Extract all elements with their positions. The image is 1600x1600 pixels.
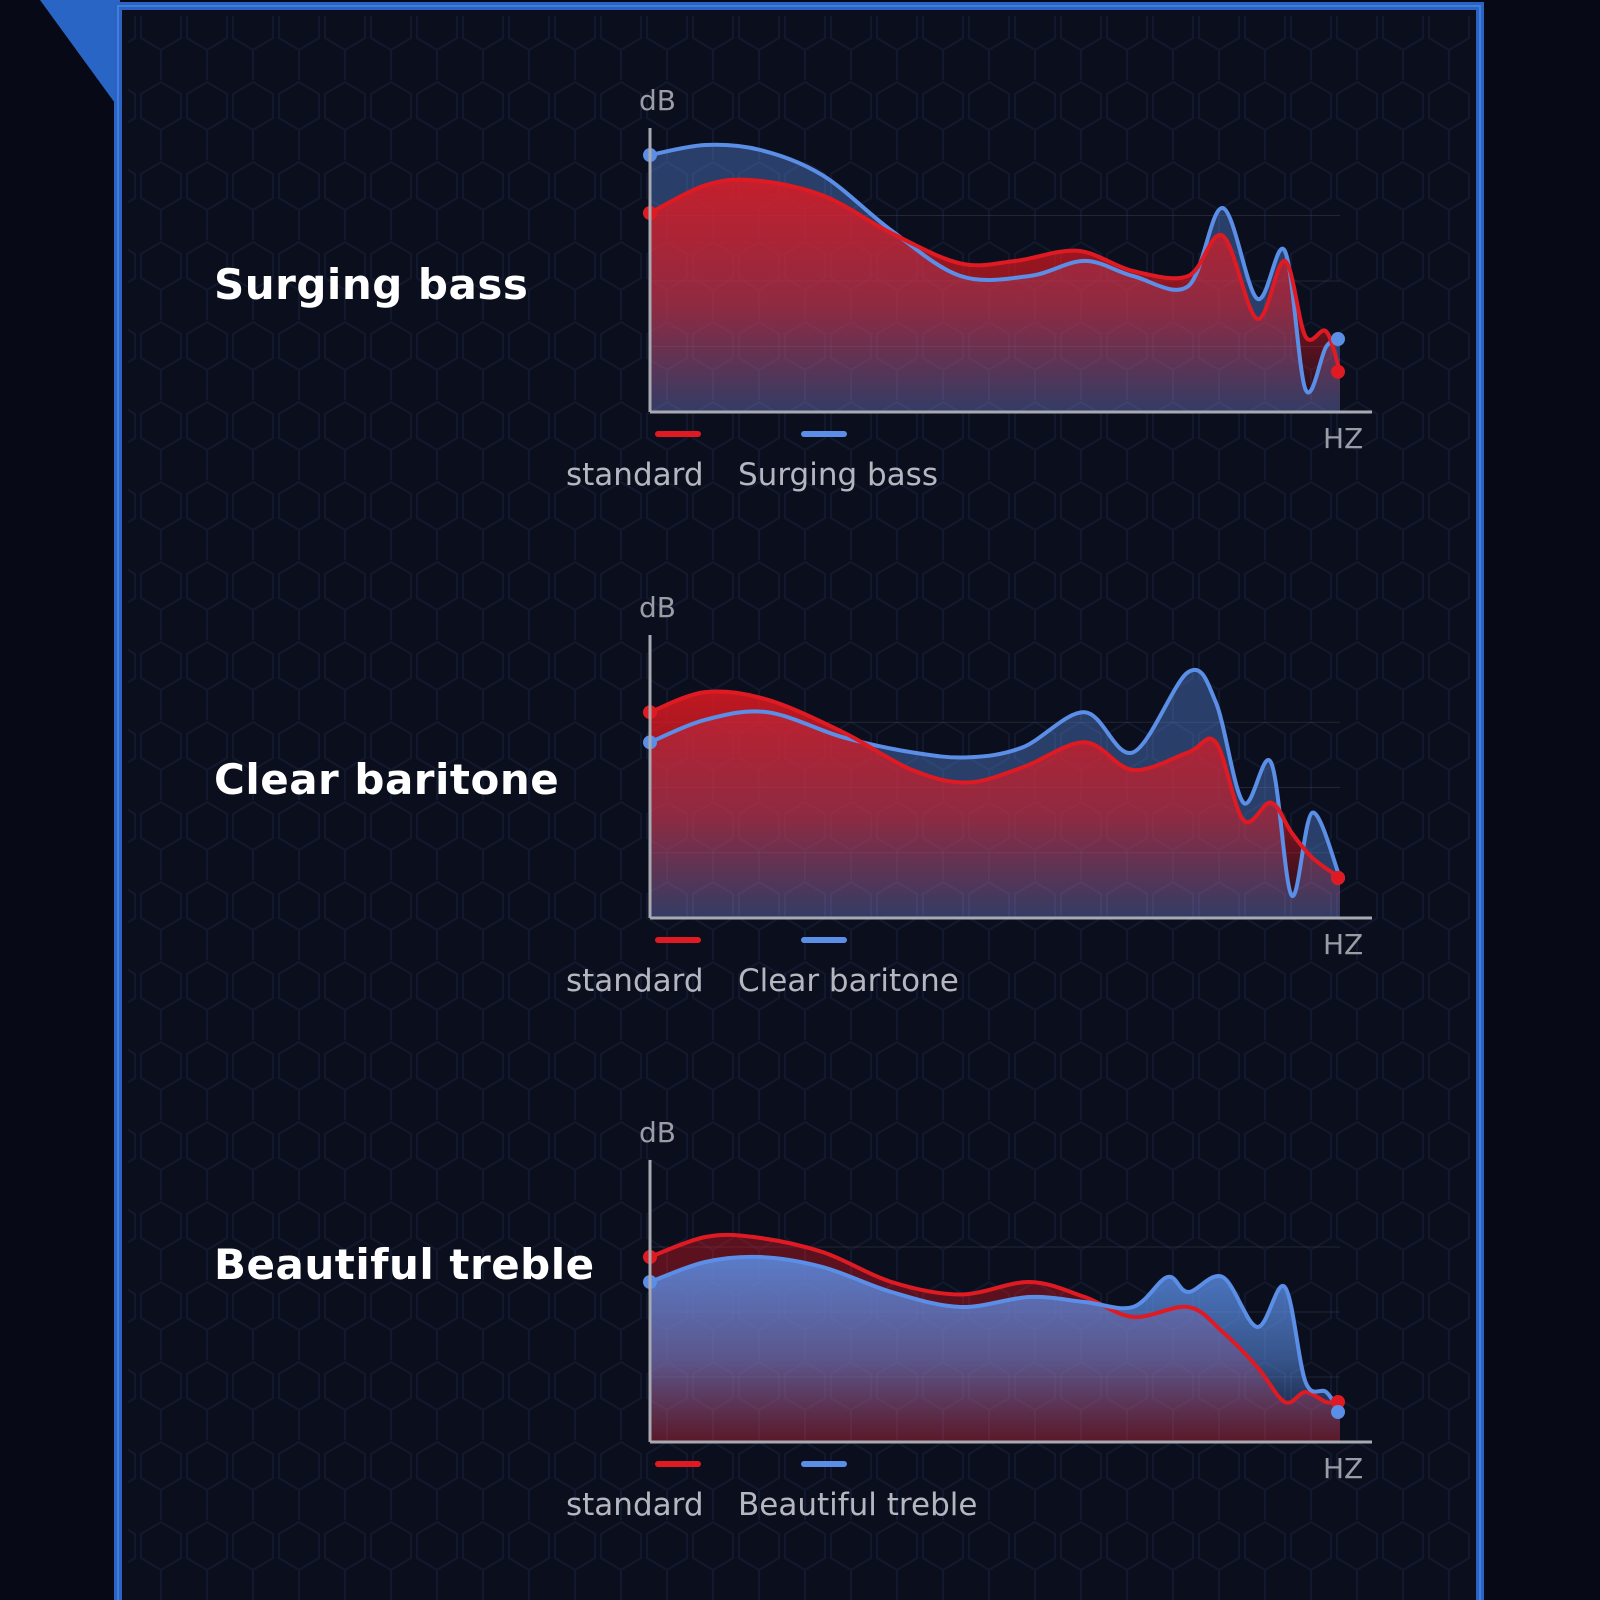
chart-1-legend-standard-label: standard: [566, 457, 704, 493]
chart-2-legend-standard-label: standard: [566, 963, 704, 999]
chart-1-line-mode: [648, 142, 1342, 395]
chart-2-xlabel: HZ: [1323, 928, 1363, 961]
chart-2-ylabel: dB: [639, 591, 676, 624]
chart-3-legend-standard-label: standard: [566, 1487, 704, 1523]
chart-1-line-standard: [648, 177, 1342, 374]
chart-2-area-main: [650, 691, 1340, 918]
chart-2-title: Clear baritone: [214, 755, 560, 804]
chart-3-legend-mode-label: Beautiful treble: [738, 1487, 977, 1523]
corner-accent: [40, 0, 120, 110]
chart-1-xlabel: HZ: [1323, 422, 1363, 455]
chart-3-point-standard-end: [1331, 1395, 1345, 1409]
chart-3-ylabel: dB: [639, 1116, 676, 1149]
chart-2: dB HZ standard Clear baritone: [566, 591, 1372, 999]
chart-3-point-mode-end: [1331, 1405, 1345, 1419]
chart-3-xlabel: HZ: [1323, 1452, 1363, 1485]
chart-1-legend-mode-label: Surging bass: [738, 457, 938, 493]
chart-1: dB HZ standard Surging bass: [566, 84, 1372, 493]
chart-1-ylabel: dB: [639, 84, 676, 117]
chart-1-area-main: [650, 179, 1340, 412]
chart-1-point-standard-end: [1331, 364, 1345, 379]
chart-2-line-mode: [648, 668, 1342, 898]
chart-1-point-mode-end: [1331, 332, 1345, 346]
chart-2-point-standard-end: [1331, 870, 1345, 885]
chart-3-area-main: [650, 1256, 1340, 1442]
chart-3-line-mode: [648, 1254, 1342, 1414]
chart-3: dB HZ standard Beautiful treble: [566, 1116, 1372, 1523]
chart-1-title: Surging bass: [214, 260, 529, 309]
chart-2-line-standard: [648, 689, 1342, 880]
chart-3-title: Beautiful treble: [214, 1240, 595, 1289]
chart-2-legend-mode-label: Clear baritone: [738, 963, 959, 999]
